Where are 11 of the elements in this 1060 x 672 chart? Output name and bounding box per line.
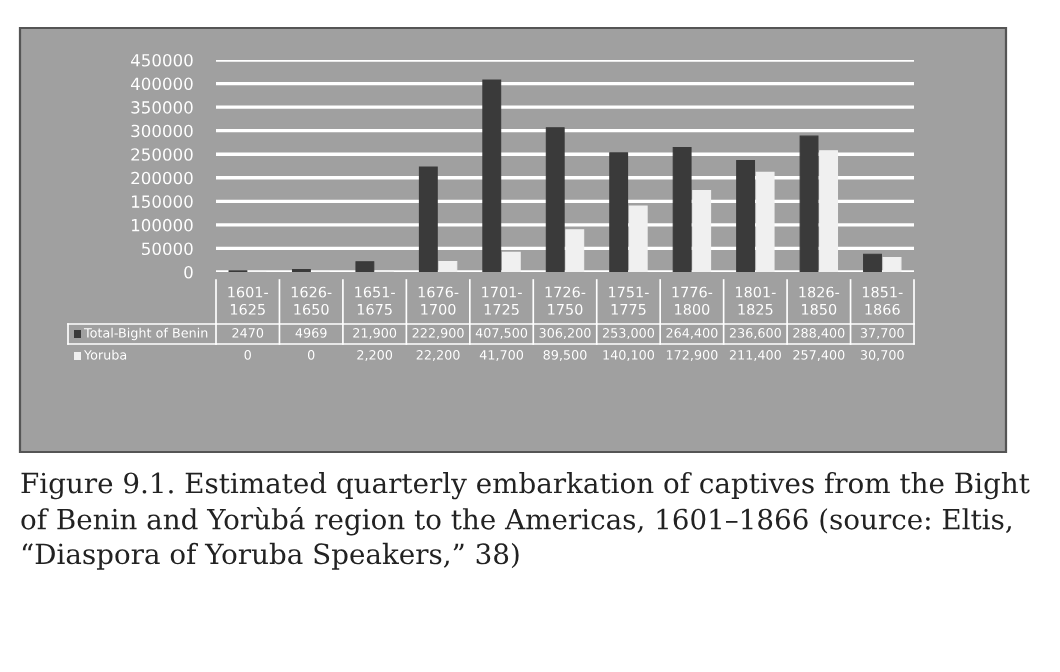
y-tick-label: 200000 [131,171,193,185]
y-tick-label: 150000 [131,195,193,208]
y-tick-label: 300000 [131,124,193,138]
caption: Figure 9.1. Estimated quarterly embarkation of captives from the Bight of Benin and Yorùbá region to the Americas, 1601–1866 (source: Eltis, “Diaspora of Yoruba Speakers,” 38) [21,472,1030,570]
y-tick-label: 100000 [131,218,193,232]
y-tick-label: 350000 [131,101,193,114]
y-tick-label: 400000 [130,77,193,91]
y-tick-label: 0 [184,265,193,279]
y-tick-label: 450000 [130,53,193,67]
y-tick-label: 50000 [142,242,193,256]
y-tick-label: 250000 [131,148,193,161]
